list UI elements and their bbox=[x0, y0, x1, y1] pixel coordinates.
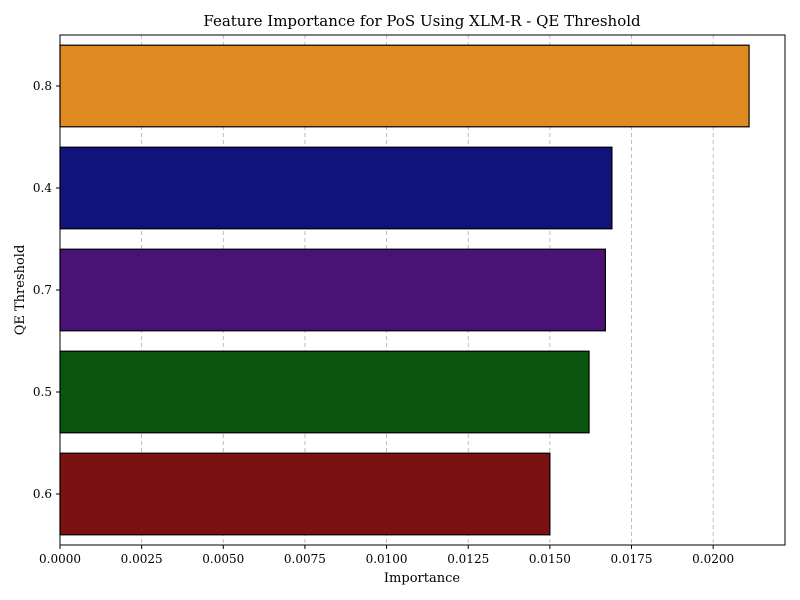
y-tick-label: 0.7 bbox=[33, 283, 52, 297]
y-tick-label: 0.4 bbox=[33, 181, 52, 195]
x-tick-label: 0.0200 bbox=[692, 552, 734, 566]
x-tick-label: 0.0125 bbox=[447, 552, 489, 566]
bars bbox=[59, 44, 750, 536]
bar-0-6 bbox=[59, 452, 551, 536]
chart-title: Feature Importance for PoS Using XLM-R -… bbox=[203, 12, 641, 30]
bar-0-7 bbox=[59, 248, 606, 332]
x-tick-label: 0.0025 bbox=[121, 552, 163, 566]
y-axis-label: QE Threshold bbox=[13, 245, 28, 336]
y-tick-label: 0.6 bbox=[33, 487, 52, 501]
y-tick-label: 0.5 bbox=[33, 385, 52, 399]
x-axis-label: Importance bbox=[384, 571, 460, 586]
y-tick-label: 0.8 bbox=[33, 79, 52, 93]
x-tick-label: 0.0175 bbox=[611, 552, 653, 566]
x-tick-label: 0.0050 bbox=[202, 552, 244, 566]
bar-0-4 bbox=[59, 146, 613, 230]
bar-0-5 bbox=[59, 350, 590, 434]
x-tick-label: 0.0100 bbox=[366, 552, 408, 566]
x-tick-label: 0.0150 bbox=[529, 552, 571, 566]
x-tick-label: 0.0000 bbox=[39, 552, 81, 566]
x-tick-label: 0.0075 bbox=[284, 552, 326, 566]
bar-0-8 bbox=[59, 44, 750, 128]
y-axis-ticks: 0.8 0.4 0.7 0.5 0.6 bbox=[33, 79, 60, 501]
x-axis-ticks: 0.0000 0.0025 0.0050 0.0075 0.0100 0.0125 0.01… bbox=[39, 545, 734, 566]
